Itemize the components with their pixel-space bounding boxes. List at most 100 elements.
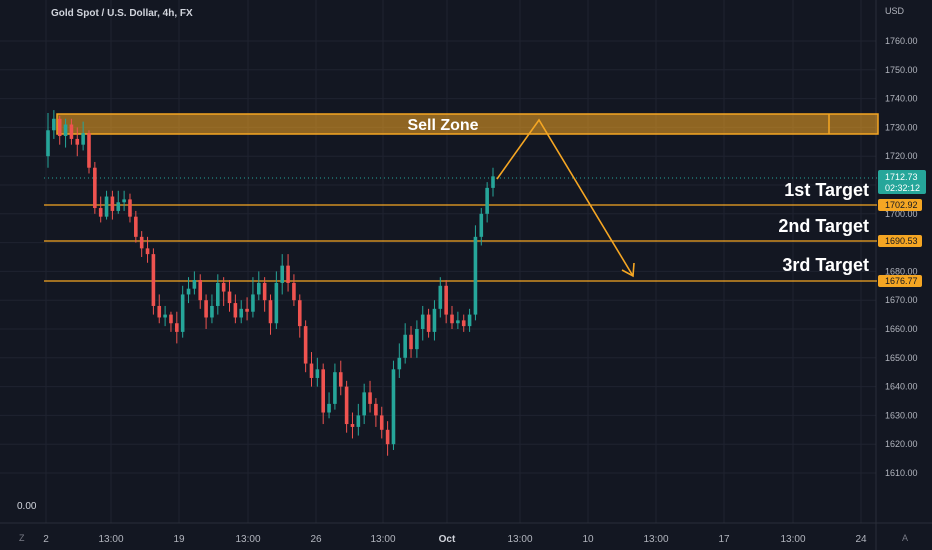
- auto-scale-button[interactable]: A: [902, 533, 908, 543]
- price-tick-label: 1640.00: [885, 382, 918, 392]
- price-tick-label: 1680.00: [885, 266, 918, 276]
- candle-body: [227, 291, 232, 304]
- candle-body: [280, 265, 285, 283]
- candle-body: [239, 308, 244, 318]
- price-tick-label: 1720.00: [885, 151, 918, 161]
- target-price-tag-1-value: 1702.92: [885, 200, 918, 210]
- candle-body: [438, 285, 443, 309]
- currency-label: USD: [885, 6, 905, 16]
- candle-body: [128, 199, 132, 217]
- candle-body: [268, 300, 273, 324]
- candle-body: [297, 300, 302, 327]
- candle-body: [450, 314, 454, 324]
- candle-body: [221, 282, 226, 292]
- time-tick-label: 24: [855, 534, 867, 545]
- candle-body: [432, 308, 437, 332]
- sell-zone[interactable]: Sell Zone: [56, 113, 879, 135]
- candle-body: [379, 415, 384, 430]
- candle-body: [245, 308, 249, 312]
- symbol-title[interactable]: Gold Spot / U.S. Dollar, 4h, FX: [51, 8, 193, 19]
- time-tick-label: 13:00: [507, 534, 532, 545]
- candle-body: [233, 303, 238, 318]
- candle-body: [98, 208, 103, 217]
- candle-body: [151, 254, 156, 306]
- candle-body: [315, 369, 320, 378]
- candle-body: [368, 392, 372, 404]
- candle-body: [262, 282, 267, 301]
- candles: [46, 110, 495, 456]
- current-price-value: 1712.73: [885, 172, 918, 182]
- countdown-value: 02:32:12: [885, 183, 920, 193]
- candle-body: [286, 265, 290, 283]
- sell-zone-label: Sell Zone: [407, 117, 478, 134]
- price-tick-label: 1610.00: [885, 468, 918, 478]
- candle-body: [461, 320, 466, 327]
- time-tick-label: 13:00: [370, 534, 395, 545]
- price-tick-label: 1630.00: [885, 410, 918, 420]
- candle-body: [256, 282, 261, 295]
- candle-body: [186, 288, 191, 295]
- candle-body: [467, 314, 472, 327]
- candle-body: [69, 124, 74, 139]
- price-tick-label: 1760.00: [885, 36, 918, 46]
- candle-body: [169, 314, 173, 324]
- candle-body: [204, 300, 208, 318]
- candle-body: [134, 216, 138, 237]
- candle-body: [180, 294, 185, 332]
- candle-body: [139, 236, 144, 249]
- candle-body: [157, 305, 162, 318]
- arrow-head: [621, 262, 635, 278]
- candle-body: [116, 202, 121, 211]
- candle-body: [192, 280, 197, 289]
- grid: [0, 0, 876, 523]
- projection-arrow[interactable]: [496, 118, 635, 278]
- candle-body: [426, 314, 431, 332]
- candle-body: [338, 372, 343, 387]
- candle-body: [479, 213, 484, 237]
- candle-body: [374, 403, 378, 416]
- target-label-3: 3rd Target: [782, 255, 869, 275]
- target-label-2: 2nd Target: [778, 216, 869, 236]
- current-price-tag: 1712.73 02:32:12: [878, 170, 926, 194]
- target-price-tag-2-bg: [878, 235, 922, 247]
- candle-body: [75, 138, 80, 145]
- time-tick-label: 10: [582, 534, 594, 545]
- target-price-tag-3-value: 1676.77: [885, 276, 918, 286]
- timezone-button[interactable]: Z: [19, 533, 25, 543]
- candle-body: [274, 282, 279, 324]
- candle-body: [485, 187, 489, 214]
- time-tick-label: 17: [718, 534, 730, 545]
- candle-body: [420, 314, 425, 329]
- candle-body: [473, 236, 478, 315]
- target-price-tag-1-bg: [878, 199, 922, 211]
- candle-body: [403, 334, 407, 358]
- candle-body: [309, 363, 314, 378]
- candle-body: [57, 118, 62, 137]
- candle-body: [63, 124, 68, 137]
- candle-body: [327, 403, 331, 413]
- time-tick-label: 13:00: [98, 534, 123, 545]
- candle-body: [344, 386, 349, 425]
- price-tick-label: 1650.00: [885, 353, 918, 363]
- price-tick-label: 1700.00: [885, 209, 918, 219]
- time-tick-label: 2: [43, 534, 49, 545]
- candle-body: [145, 248, 150, 255]
- candle-body: [356, 415, 361, 427]
- candle-body: [409, 334, 413, 350]
- candle-body: [163, 314, 167, 318]
- time-tick-label: 13:00: [780, 534, 805, 545]
- candle-body: [397, 357, 402, 370]
- target-levels: 1st Target 2nd Target 3rd Target: [44, 180, 877, 282]
- candle-body: [198, 280, 203, 301]
- candle-body: [210, 305, 214, 318]
- candle-body: [122, 199, 126, 203]
- target-price-tag-2: 1690.53: [878, 235, 922, 247]
- price-tick-label: 1660.00: [885, 324, 918, 334]
- price-tick-label: 1750.00: [885, 65, 918, 75]
- price-tick-label: 1670.00: [885, 295, 918, 305]
- candle-body: [333, 372, 337, 404]
- time-axis[interactable]: 2 13:00 19 13:00 26 13:00 Oct 13:00 10 13:00 17 13:…: [43, 534, 867, 545]
- candle-body: [93, 167, 97, 209]
